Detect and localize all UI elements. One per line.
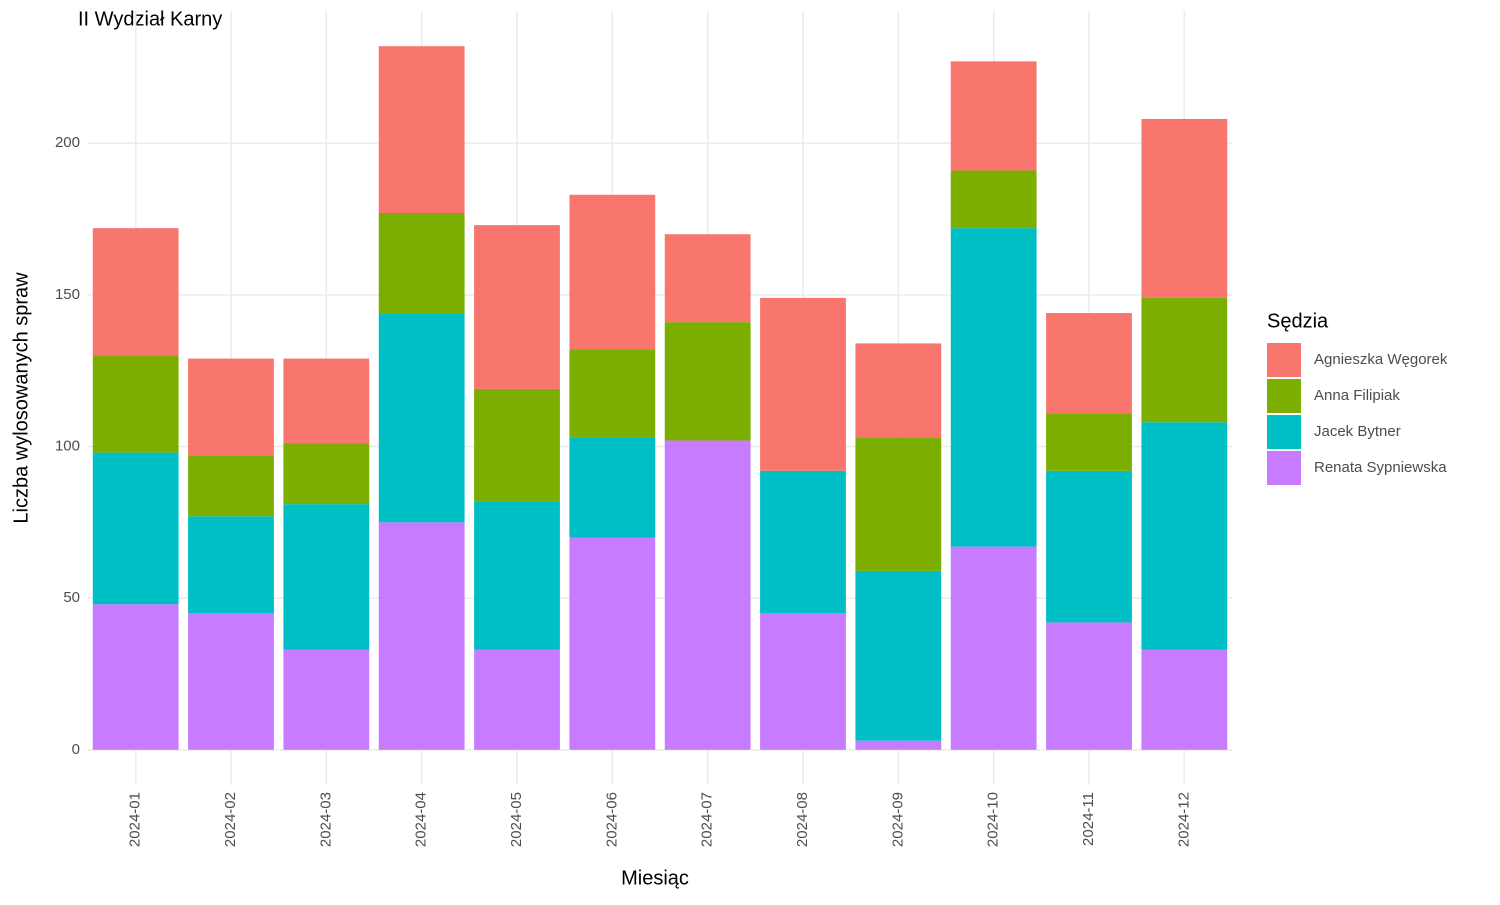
x-tick-label: 2024-05 [508, 792, 525, 847]
bar-segment [569, 537, 656, 750]
bar-segment [188, 613, 274, 750]
bar-segment [1141, 649, 1228, 750]
bar-segment [760, 297, 846, 471]
bar-segment [474, 225, 560, 389]
x-tick-label: 2024-04 [413, 792, 430, 847]
y-tick-label: 100 [55, 437, 80, 454]
y-tick-label: 150 [55, 286, 80, 303]
bar-segment [855, 570, 942, 741]
bar-segment [92, 355, 179, 453]
legend-title: Sędzia [1267, 310, 1329, 332]
x-tick-label: 2024-08 [794, 792, 811, 847]
bar-segment [569, 349, 656, 438]
bar-segment [855, 740, 942, 750]
bar-segment [950, 61, 1037, 171]
y-tick-label: 0 [72, 741, 80, 758]
bar-segment [188, 455, 274, 517]
bar-segment [283, 504, 370, 650]
x-tick-label: 2024-03 [317, 792, 334, 847]
x-tick-label: 2024-12 [1175, 792, 1192, 847]
bar-segment [283, 443, 370, 505]
bar-segment [378, 313, 465, 523]
legend-label: Anna Filipiak [1314, 387, 1400, 404]
bar-segment [188, 516, 274, 614]
bar-segment [474, 388, 560, 502]
bar-segment [664, 322, 751, 441]
bar-segment [378, 522, 465, 750]
y-tick-label: 50 [63, 589, 80, 606]
bar-segment [378, 46, 465, 213]
bar-segment [1046, 313, 1132, 414]
legend-label: Renata Sypniewska [1314, 459, 1447, 476]
bar-segment [569, 437, 656, 538]
bar-segment [188, 358, 274, 456]
x-axis-label: Miesiąc [621, 867, 689, 889]
legend-label: Jacek Bytner [1314, 423, 1401, 440]
bar-segment [474, 649, 560, 750]
legend-swatch [1267, 415, 1301, 449]
y-tick-label: 200 [55, 134, 80, 151]
x-tick-label: 2024-07 [699, 792, 716, 847]
bar-segment [664, 234, 751, 323]
bar-segment [1046, 622, 1132, 750]
bar-segment [283, 649, 370, 750]
x-tick-label: 2024-01 [127, 792, 144, 847]
bar-segment [950, 228, 1037, 547]
bar-segment [760, 470, 846, 614]
chart-title: II Wydział Karny [78, 8, 222, 30]
bar-segment [474, 501, 560, 650]
bar-segment [378, 212, 465, 314]
x-tick-label: 2024-02 [222, 792, 239, 847]
bar-segment [92, 228, 179, 356]
bar-segment [1141, 422, 1228, 650]
bar-segment [950, 546, 1037, 750]
bar-segment [855, 343, 942, 438]
bar-segment [1046, 413, 1132, 471]
bar-segment [1141, 297, 1228, 423]
x-tick-label: 2024-11 [1080, 792, 1097, 846]
bar-segment [760, 613, 846, 750]
bar-segment [855, 437, 942, 571]
x-tick-label: 2024-06 [603, 792, 620, 847]
legend-label: Agnieszka Węgorek [1314, 351, 1448, 368]
legend-swatch [1267, 379, 1301, 413]
bar-segment [950, 170, 1037, 229]
bar-segment [1046, 470, 1132, 623]
x-tick-label: 2024-09 [889, 792, 906, 847]
x-tick-label: 2024-10 [985, 792, 1002, 847]
legend-swatch [1267, 343, 1301, 377]
legend-swatch [1267, 451, 1301, 485]
bar-segment [283, 358, 370, 444]
bar-segment [1141, 118, 1228, 298]
bar-segment [92, 452, 179, 605]
bar-segment [664, 440, 751, 750]
y-axis-label: Liczba wylosowanych spraw [10, 272, 32, 524]
bar-segment [569, 194, 656, 350]
bar-segment [92, 604, 179, 750]
